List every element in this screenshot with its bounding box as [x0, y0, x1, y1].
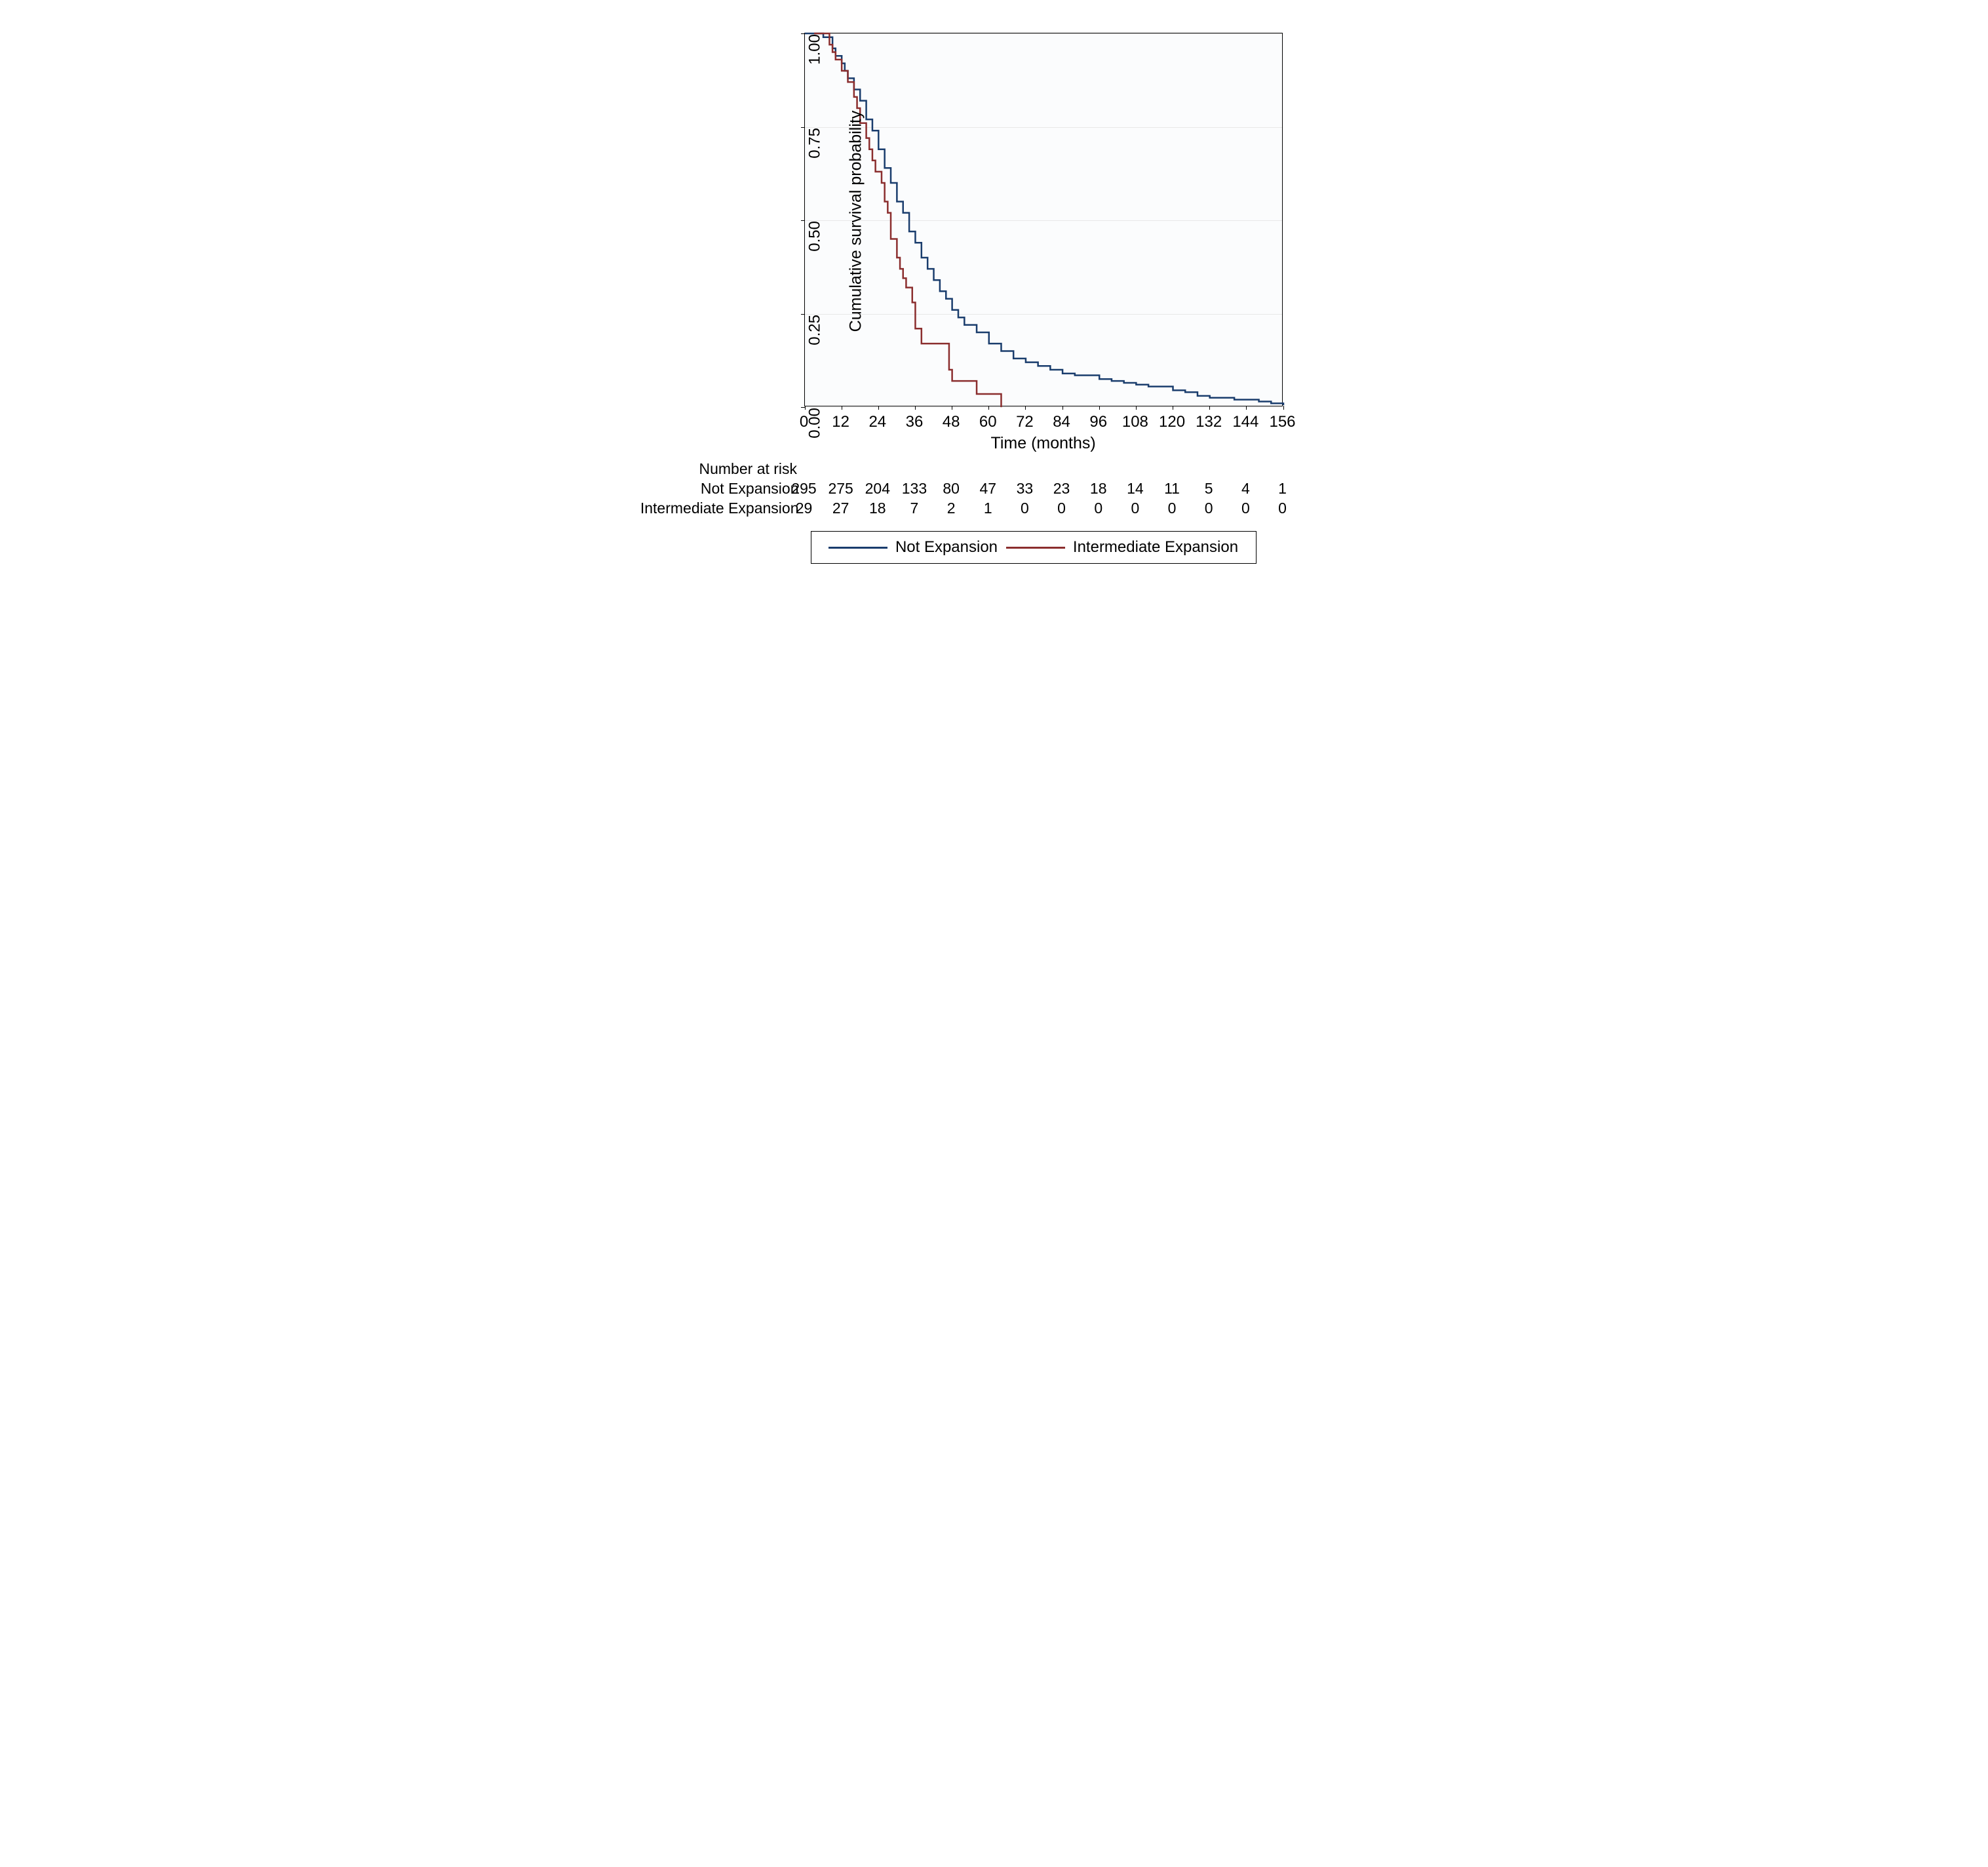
x-tick-label: 48 [943, 413, 960, 431]
legend-item: Intermediate Expansion [1006, 538, 1238, 557]
x-tick-label: 156 [1269, 413, 1295, 431]
risk-cell: 1 [984, 500, 992, 517]
risk-cell: 0 [1278, 500, 1287, 517]
risk-cell: 204 [865, 480, 890, 498]
x-tick [1283, 406, 1284, 410]
risk-cell: 0 [1168, 500, 1177, 517]
x-tick-label: 84 [1053, 413, 1070, 431]
risk-cell: 18 [1090, 480, 1107, 498]
risk-cell: 7 [910, 500, 919, 517]
risk-cell: 80 [943, 480, 960, 498]
legend-label: Intermediate Expansion [1073, 538, 1238, 557]
risk-cell: 275 [828, 480, 853, 498]
risk-cell: 0 [1131, 500, 1139, 517]
risk-cell: 4 [1241, 480, 1250, 498]
risk-cell: 27 [832, 500, 849, 517]
risk-cell: 14 [1127, 480, 1144, 498]
x-tick-label: 24 [868, 413, 886, 431]
x-tick-label: 60 [979, 413, 997, 431]
legend: Not Expansion Intermediate Expansion [811, 531, 1257, 564]
y-axis-label: Cumulative survival probability [846, 111, 865, 332]
y-tick-label: 0.00 [806, 408, 824, 439]
risk-cell: 295 [791, 480, 816, 498]
risk-cell: 0 [1094, 500, 1102, 517]
risk-row-label: Not Expansion [635, 480, 799, 498]
risk-cell: 0 [1241, 500, 1250, 517]
x-tick-label: 108 [1122, 413, 1148, 431]
y-tick-label: 0.25 [806, 315, 824, 345]
survival-curves [805, 33, 1283, 407]
risk-cell: 29 [796, 500, 813, 517]
legend-swatch [828, 547, 887, 549]
x-tick-label: 12 [832, 413, 849, 431]
risk-cell: 1 [1278, 480, 1287, 498]
y-tick-label: 0.50 [806, 221, 824, 252]
risk-row-label: Intermediate Expansion [635, 500, 799, 517]
y-tick-label: 1.00 [806, 34, 824, 65]
x-tick-label: 144 [1232, 413, 1258, 431]
gridline [805, 407, 1282, 408]
risk-cell: 18 [869, 500, 886, 517]
x-tick-label: 96 [1089, 413, 1107, 431]
risk-cell: 133 [902, 480, 927, 498]
legend-label: Not Expansion [895, 538, 998, 557]
x-tick-label: 72 [1016, 413, 1034, 431]
x-axis-label: Time (months) [991, 434, 1096, 453]
survival-chart: 0.000.250.500.751.0001224364860728496108… [667, 13, 1322, 629]
risk-table-header: Number at risk [699, 460, 798, 478]
risk-cell: 5 [1205, 480, 1213, 498]
risk-cell: 47 [979, 480, 996, 498]
risk-cell: 33 [1017, 480, 1034, 498]
risk-cell: 0 [1021, 500, 1029, 517]
y-tick-label: 0.75 [806, 128, 824, 159]
risk-cell: 0 [1205, 500, 1213, 517]
series-line-1 [814, 33, 1001, 407]
x-tick-label: 132 [1196, 413, 1222, 431]
risk-cell: 23 [1053, 480, 1070, 498]
legend-swatch [1006, 547, 1065, 549]
risk-cell: 0 [1057, 500, 1066, 517]
risk-cell: 11 [1164, 480, 1180, 498]
risk-cell: 2 [947, 500, 956, 517]
series-line-0 [805, 33, 1283, 405]
legend-item: Not Expansion [828, 538, 998, 557]
x-tick-label: 0 [800, 413, 808, 431]
x-tick-label: 120 [1159, 413, 1185, 431]
x-tick-label: 36 [906, 413, 924, 431]
plot-area [804, 33, 1283, 406]
